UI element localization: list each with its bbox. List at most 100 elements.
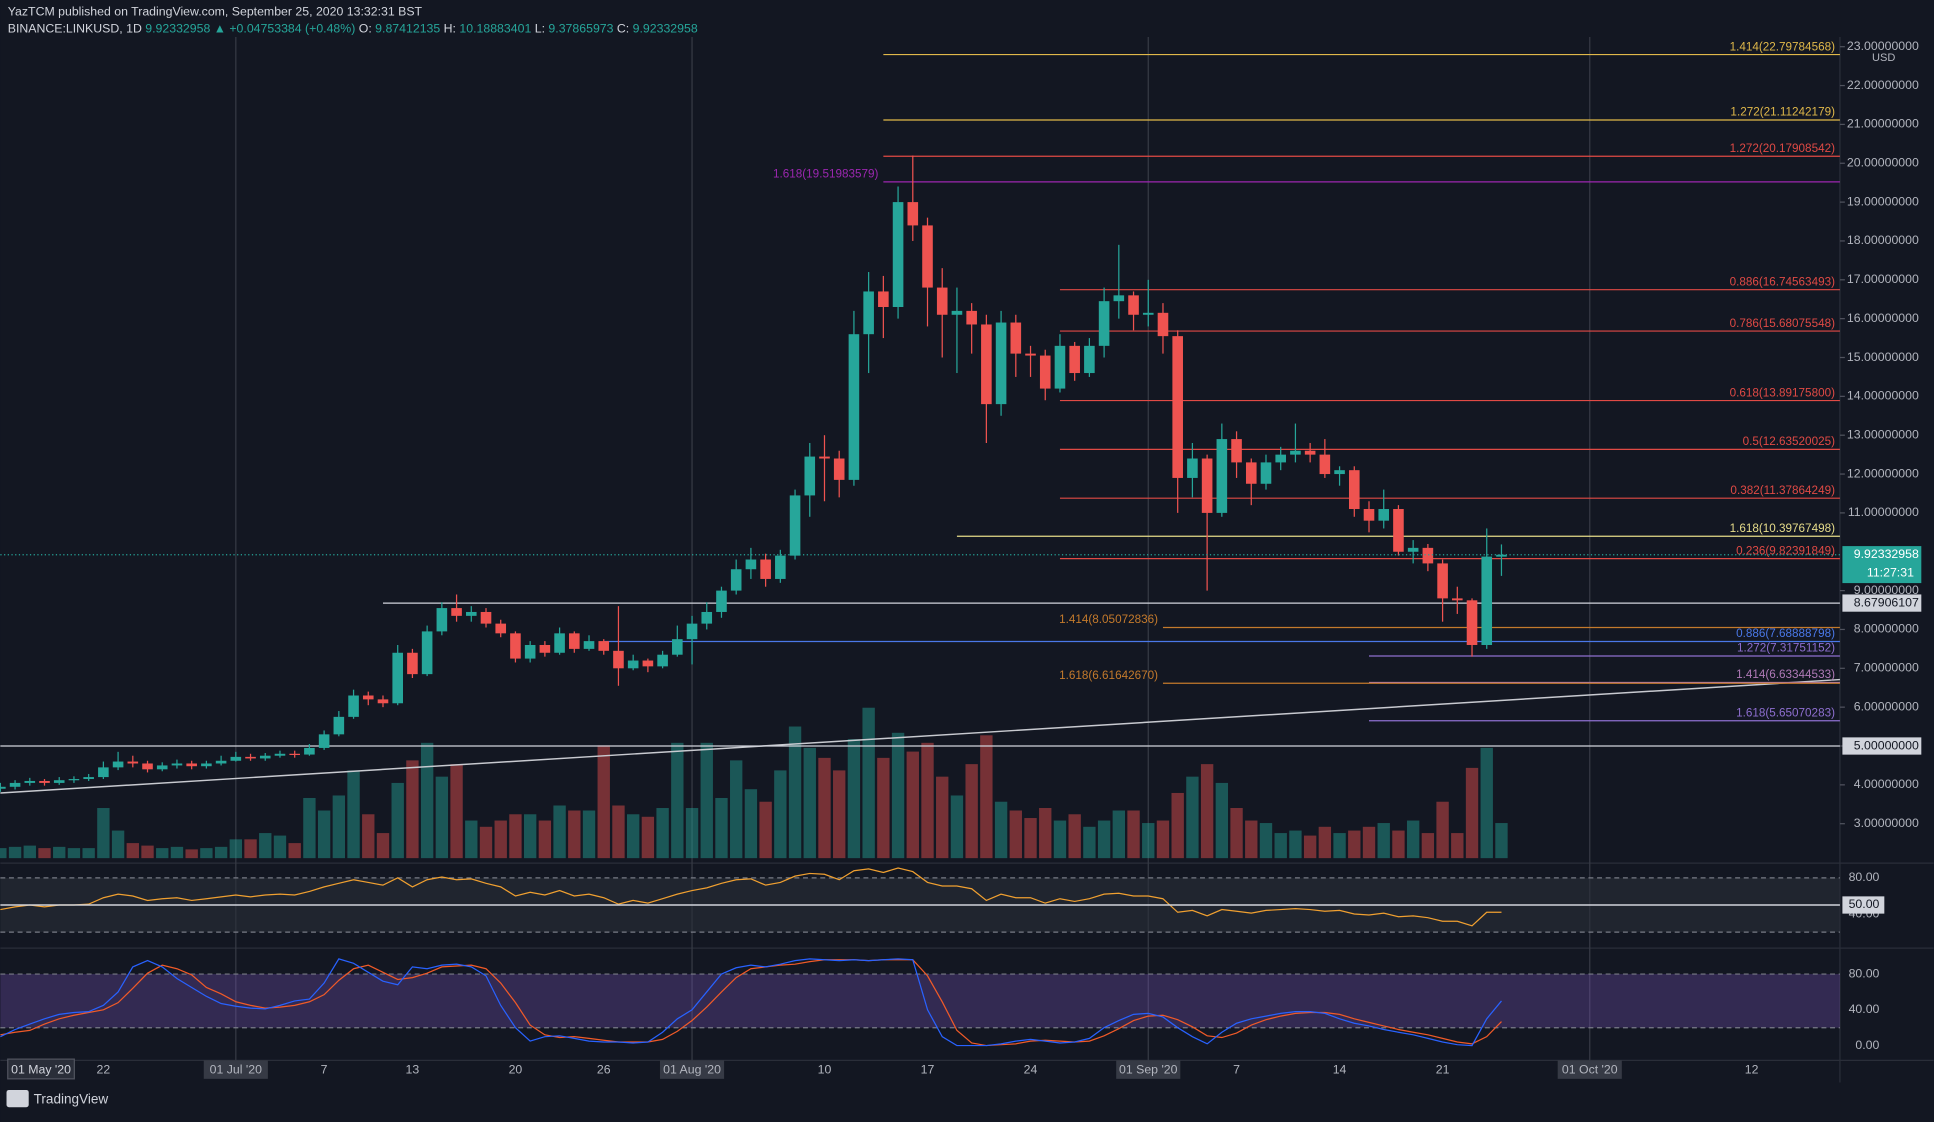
month-label-box: [1557, 1060, 1622, 1079]
volume-bar: [1362, 826, 1376, 859]
volume-bar: [1421, 833, 1435, 859]
volume-bar: [1142, 823, 1155, 859]
x-tick-label: 21: [1436, 1062, 1450, 1076]
ohlc-key: H:: [444, 22, 456, 36]
x-tick-label: 12: [1745, 1062, 1759, 1076]
y-tick-label: 9.00000000: [1854, 583, 1919, 597]
candle-body: [215, 760, 227, 764]
axis-level-label: 5.00000000: [1854, 738, 1919, 752]
x-tick-label: 01 Jul '20: [210, 1062, 262, 1076]
candle-body: [156, 765, 168, 770]
author-line: YazTCM published on TradingView.com, Sep…: [8, 5, 423, 19]
volume-bar: [1436, 801, 1449, 859]
level-label: 0.618(13.89175800): [1730, 386, 1836, 399]
y-tick-label: 19.00000000: [1847, 194, 1919, 208]
x-tick-label: 01 Sep '20: [1119, 1062, 1178, 1076]
y-tick-label: 18.00000000: [1847, 233, 1919, 247]
ohlc-key: O:: [359, 22, 372, 36]
y-tick-label: 14.00000000: [1847, 389, 1919, 403]
level-label: 1.618(5.65070283): [1736, 706, 1835, 719]
volume-bar: [950, 795, 964, 859]
x-tick-label: 13: [406, 1062, 420, 1076]
candle-body: [1260, 462, 1272, 484]
volume-bar: [994, 801, 1008, 859]
volume-bar: [1068, 814, 1081, 859]
volume-bar: [847, 739, 861, 859]
volume-bar: [936, 776, 949, 859]
candle-body: [186, 763, 197, 767]
candle-body: [318, 734, 330, 748]
candle-body: [1437, 563, 1448, 599]
price-box: [1842, 546, 1922, 584]
stoch-tick-label: 80.00: [1849, 966, 1880, 980]
candle-body: [966, 310, 977, 325]
ohlc-value: 9.37865973: [548, 22, 613, 36]
candle-body: [554, 633, 565, 653]
candle-body: [495, 623, 507, 634]
candle-body: [436, 608, 448, 632]
volume-bar: [1097, 820, 1111, 859]
volume-bar: [700, 742, 713, 859]
axis-level-label: 8.67906107: [1854, 595, 1919, 609]
y-tick-label: 4.00000000: [1854, 777, 1919, 791]
level-label: 1.618(6.61642670): [1059, 669, 1158, 682]
volume-bar: [1039, 808, 1052, 859]
candle-body: [348, 695, 359, 717]
x-tick-label: 22: [97, 1062, 111, 1076]
level-label: 1.414(6.63344533): [1736, 668, 1835, 681]
candle-body: [1378, 509, 1390, 521]
level-label: 0.786(15.68075548): [1730, 317, 1836, 330]
candle-body: [775, 555, 786, 579]
candle-body: [789, 495, 801, 556]
volume-bar: [553, 805, 566, 859]
candle-body: [848, 334, 860, 480]
volume-bar: [38, 848, 51, 859]
volume-bar: [67, 848, 81, 859]
candle-body: [53, 780, 65, 783]
candle-body: [1481, 556, 1493, 645]
candle-body: [171, 763, 183, 766]
volume-bar: [671, 742, 684, 859]
candle-body: [1393, 509, 1404, 552]
candle-body: [1466, 600, 1478, 645]
candle-body: [1010, 322, 1022, 354]
month-label-box: [203, 1060, 268, 1079]
candle-body: [1496, 554, 1507, 557]
volume-bar: [1348, 830, 1361, 859]
candle-body: [83, 777, 94, 780]
candle-body: [68, 779, 80, 781]
volume-bar: [1009, 810, 1022, 859]
candle-body: [0, 786, 6, 789]
y-tick-label: 23.00000000: [1847, 39, 1919, 53]
ohlc-key: L:: [535, 22, 545, 36]
candle-body: [995, 322, 1007, 405]
countdown: 11:27:31: [1867, 565, 1914, 579]
x-tick-label: 14: [1333, 1062, 1347, 1076]
candle-body: [39, 780, 50, 783]
currency-label: USD: [1872, 52, 1895, 64]
range-label-box: [7, 1058, 75, 1080]
level-label: 1.272(7.31751152): [1737, 642, 1835, 655]
candle-body: [259, 755, 271, 759]
volume-bar: [626, 814, 640, 859]
volume-bar: [156, 848, 169, 859]
volume-bar: [744, 789, 758, 859]
volume-bar: [685, 808, 699, 859]
volume-bar: [1230, 808, 1243, 859]
candle-body: [112, 761, 124, 768]
y-tick-label: 7.00000000: [1854, 661, 1919, 675]
candle-body: [274, 753, 286, 756]
volume-bar: [509, 814, 522, 859]
rsi-tick-label: 80.00: [1849, 870, 1880, 884]
x-tick-label: 01 Oct '20: [1562, 1062, 1618, 1076]
candle-body: [1113, 295, 1125, 302]
x-tick-label: 7: [1233, 1062, 1240, 1076]
volume-bar: [185, 849, 198, 859]
volume-bar: [1127, 810, 1140, 859]
candle-body: [1245, 462, 1257, 484]
volume-bar: [803, 747, 816, 859]
symbol-line: BINANCE:LINKUSD, 1D 9.92332958 ▲ +0.0475…: [8, 22, 698, 36]
volume-bar: [891, 732, 905, 859]
volume-bar: [1171, 792, 1184, 859]
